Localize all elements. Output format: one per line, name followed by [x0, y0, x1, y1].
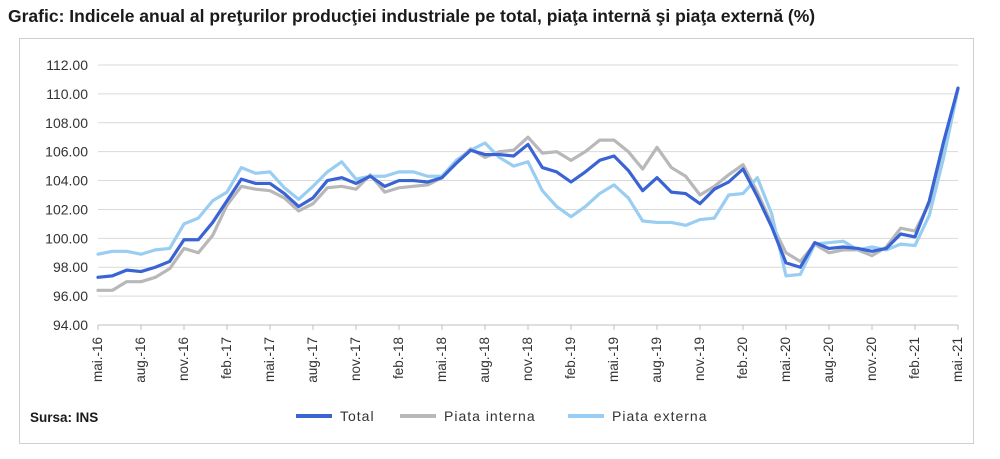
x-tick-label: nov.-16 [176, 337, 191, 381]
gridlines [98, 64, 958, 326]
y-tick-label: 112.00 [46, 57, 88, 73]
y-tick-label: 108.00 [45, 115, 88, 131]
y-tick-label: 96.00 [53, 288, 88, 304]
x-tick-label: nov.-20 [864, 337, 879, 381]
x-tick-label: feb.-19 [563, 337, 578, 379]
x-tick-label: mai.-19 [606, 337, 621, 382]
y-tick-label: 102.00 [45, 201, 88, 217]
x-tick-label: mai.-20 [778, 337, 793, 382]
y-tick-label: 100.00 [45, 230, 88, 246]
y-tick-label: 104.00 [45, 173, 88, 189]
x-tick-label: mai.-16 [90, 337, 105, 382]
x-tick-label: mai.-18 [434, 337, 449, 382]
x-tick-label: aug.-16 [133, 337, 148, 383]
source-note: Sursa: INS [30, 410, 99, 425]
chart-title: Grafic: Indicele anual al preţurilor pro… [8, 6, 816, 26]
x-tick-label: aug.-19 [649, 337, 664, 383]
legend-label: Total [340, 408, 375, 424]
x-tick-label: nov.-17 [348, 337, 363, 381]
y-tick-label: 98.00 [53, 259, 88, 275]
y-axis-ticks: 94.00 96.00 98.00 100.00 102.00 104.00 106.00 1… [45, 57, 88, 333]
y-tick-label: 110.00 [46, 86, 88, 102]
x-tick-label: feb.-20 [735, 337, 750, 379]
x-tick-label: nov.-19 [692, 337, 707, 381]
legend-item-piata-interna: Piata interna [400, 408, 536, 424]
x-tick-label: aug.-20 [821, 337, 836, 383]
series-lines [96, 86, 960, 292]
legend-label: Piata interna [444, 408, 536, 424]
x-tick-label: aug.-17 [305, 337, 320, 383]
x-tick-label: mai.-17 [262, 337, 277, 382]
legend: Total Piata interna Piata externa [296, 408, 708, 424]
x-tick-label: nov.-18 [520, 337, 535, 381]
x-tick-label: aug.-18 [477, 337, 492, 383]
x-tick-label: feb.-18 [391, 337, 406, 379]
x-tick-label: feb.-21 [907, 337, 922, 379]
legend-label: Piata externa [612, 408, 708, 424]
x-axis-ticks: mai.-16 aug.-16 nov.-16 feb.-17 mai.-17 aug.-… [90, 325, 965, 383]
chart-frame [19, 38, 974, 444]
x-tick-label: feb.-17 [219, 337, 234, 379]
legend-item-piata-externa: Piata externa [568, 408, 708, 424]
x-tick-label: mai.-21 [950, 337, 965, 382]
series-line-total [96, 86, 960, 279]
y-tick-label: 94.00 [53, 317, 88, 333]
legend-item-total: Total [296, 408, 375, 424]
y-tick-label: 106.00 [45, 144, 88, 160]
